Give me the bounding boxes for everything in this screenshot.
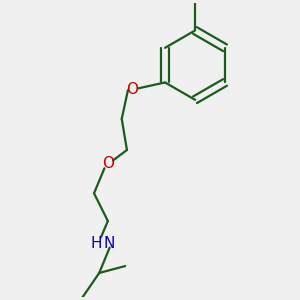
Text: H: H (90, 236, 101, 251)
Text: O: O (126, 82, 138, 97)
Text: N: N (104, 236, 115, 251)
Text: O: O (102, 156, 114, 171)
